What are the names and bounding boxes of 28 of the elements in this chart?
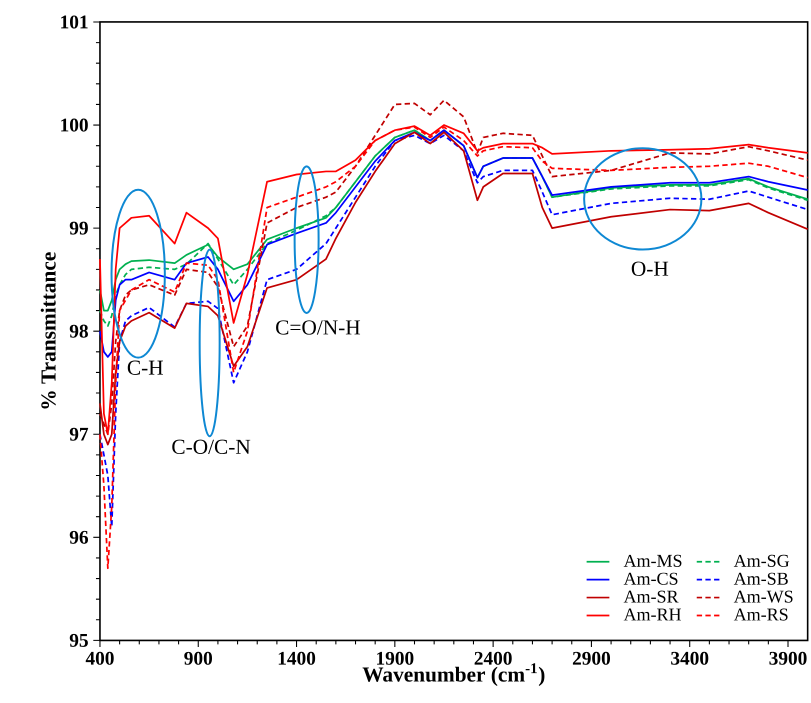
- x-tick-label: 900: [184, 652, 212, 665]
- y-axis-title: % Transmittance: [40, 252, 56, 408]
- x-tick-label: 1900: [377, 652, 414, 665]
- legend-label: Am-SB: [734, 572, 788, 585]
- legend-label: Am-RH: [624, 608, 682, 620]
- annotation: O-H: [632, 262, 668, 276]
- y-tick-label: 100: [61, 118, 88, 132]
- y-tick-label: 97: [70, 428, 88, 441]
- legend-label: Am-SR: [624, 590, 679, 603]
- annotation: C-H: [128, 360, 163, 375]
- y-tick-label: 99: [70, 222, 88, 235]
- annotation: C-O/C-N: [172, 440, 250, 454]
- y-tick-label: 96: [70, 530, 88, 544]
- legend-label: Am-CS: [624, 572, 678, 585]
- x-tick-label: 3400: [671, 652, 708, 665]
- legend-label: Am-MS: [624, 554, 682, 567]
- legend-label: Am-WS: [734, 590, 793, 603]
- x-tick-label: 3900: [769, 652, 807, 665]
- legend-label: Am-RS: [734, 608, 788, 621]
- y-tick-label: 101: [61, 15, 88, 28]
- x-tick-label: 2400: [474, 652, 512, 665]
- annotation: C=O/N-H: [276, 320, 360, 335]
- x-tick-label: 2900: [572, 652, 610, 665]
- y-tick-label: 95: [70, 634, 88, 647]
- x-tick-label: 1400: [278, 652, 316, 665]
- legend-label: Am-SG: [734, 554, 790, 567]
- y-tick-label: 98: [70, 324, 88, 338]
- x-tick-label: 400: [86, 652, 114, 665]
